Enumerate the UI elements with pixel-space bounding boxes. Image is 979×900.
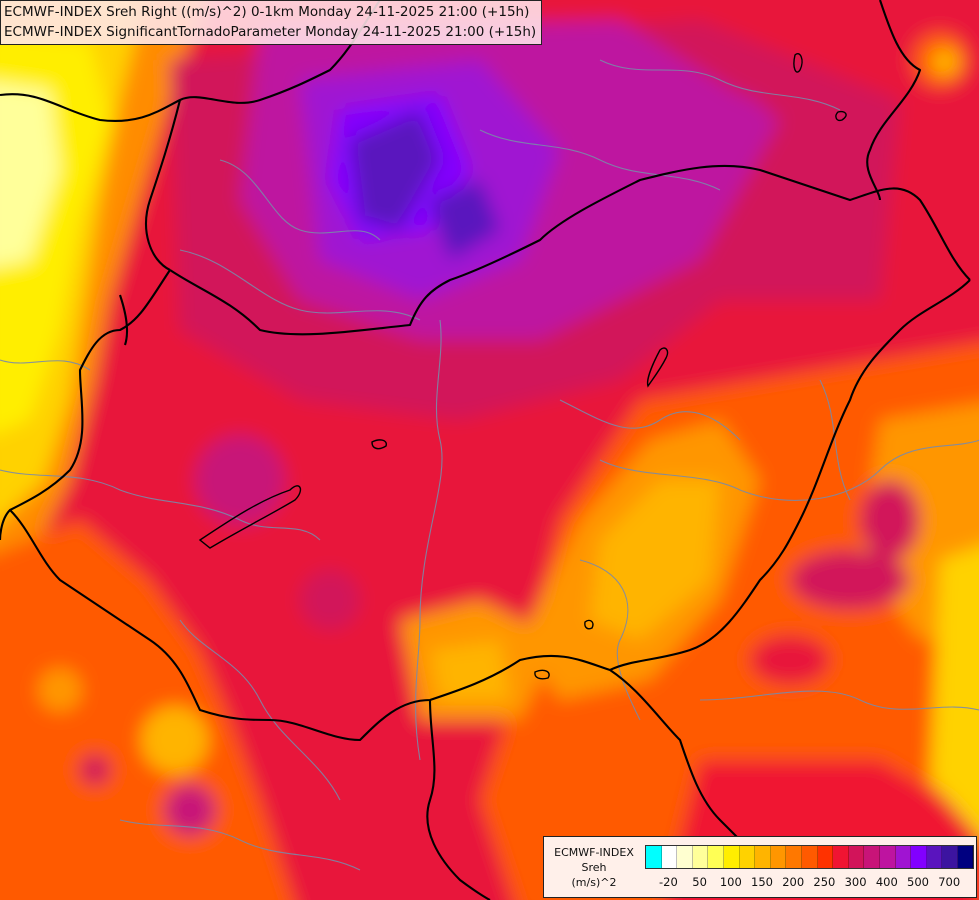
legend-swatch-12 <box>833 846 849 868</box>
legend-tick-2: 100 <box>719 875 742 889</box>
province-borders <box>0 59 979 871</box>
legend-tick-4: 200 <box>782 875 805 889</box>
legend-color-bar <box>645 845 975 869</box>
legend-title-line-2: Sreh <box>581 861 607 874</box>
lakes <box>198 53 847 680</box>
legend-swatch-1 <box>661 846 678 868</box>
legend-swatch-16 <box>895 846 912 868</box>
legend-title-line-1: ECMWF-INDEX <box>554 846 634 859</box>
map-title-line-1: ECMWF-INDEX Sreh Right ((m/s)^2) 0-1km M… <box>4 4 530 20</box>
legend-title-line-3: (m/s)^2 <box>571 876 617 889</box>
legend-swatch-15 <box>879 846 896 868</box>
color-legend: ECMWF-INDEX Sreh (m/s)^2 -20 50 100 150 200 2… <box>543 836 977 898</box>
legend-swatch-2 <box>677 846 693 868</box>
legend-swatch-13 <box>848 846 865 868</box>
legend-title: ECMWF-INDEX Sreh (m/s)^2 <box>544 845 644 890</box>
legend-swatch-10 <box>801 846 818 868</box>
legend-swatch-7 <box>755 846 771 868</box>
legend-swatch-3 <box>692 846 709 868</box>
legend-swatch-20 <box>957 846 974 868</box>
legend-tick-5: 250 <box>813 875 836 889</box>
legend-swatch-4 <box>708 846 724 868</box>
legend-tick-1: 50 <box>692 875 707 889</box>
legend-swatch-18 <box>926 846 943 868</box>
legend-tick-8: 500 <box>907 875 929 889</box>
map-title-line-2: ECMWF-INDEX SignificantTornadoParameter … <box>4 24 537 40</box>
legend-swatch-8 <box>770 846 787 868</box>
legend-swatch-11 <box>817 846 834 868</box>
legend-tick-0: -20 <box>658 875 678 889</box>
legend-tick-labels: -20 50 100 150 200 250 300 400 500 700 <box>645 875 975 891</box>
legend-swatch-5 <box>723 846 740 868</box>
legend-tick-3: 150 <box>751 875 773 889</box>
legend-swatch-17 <box>911 846 927 868</box>
map-title-box: ECMWF-INDEX Sreh Right ((m/s)^2) 0-1km M… <box>0 0 543 45</box>
legend-swatch-14 <box>864 846 880 868</box>
legend-tick-7: 400 <box>875 875 898 889</box>
legend-swatch-19 <box>942 846 958 868</box>
legend-tick-6: 300 <box>844 875 867 889</box>
legend-swatch-0 <box>646 846 662 868</box>
legend-swatch-6 <box>739 846 756 868</box>
legend-tick-9: 700 <box>938 875 961 889</box>
legend-swatch-9 <box>786 846 802 868</box>
